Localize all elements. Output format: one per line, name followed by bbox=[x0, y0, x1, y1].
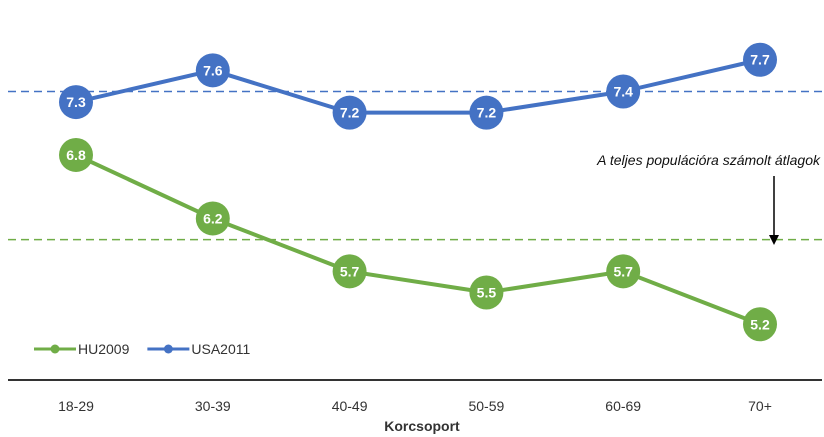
legend-marker-hu2009 bbox=[50, 344, 60, 354]
average-annotation: A teljes populációra számolt átlagok bbox=[596, 152, 821, 168]
x-tick-label: 60-69 bbox=[605, 398, 641, 414]
data-point-hu2009 bbox=[469, 275, 504, 310]
legend-label-usa2011: USA2011 bbox=[191, 341, 250, 357]
data-point-hu2009 bbox=[59, 137, 93, 172]
data-point-usa2011 bbox=[606, 74, 641, 109]
x-tick-label: 40-49 bbox=[332, 398, 368, 414]
x-axis-title: Korcsoport bbox=[384, 418, 460, 434]
series-lines bbox=[75, 57, 761, 327]
data-point-usa2011 bbox=[59, 85, 93, 120]
data-point-hu2009 bbox=[606, 254, 641, 289]
data-label-usa2011: 7.3 bbox=[66, 94, 86, 110]
data-point-hu2009 bbox=[195, 201, 230, 236]
data-point-usa2011 bbox=[469, 95, 504, 130]
data-label-hu2009: 6.2 bbox=[203, 210, 223, 226]
data-label-hu2009: 5.5 bbox=[477, 285, 497, 301]
data-label-hu2009: 6.8 bbox=[66, 147, 86, 163]
data-label-usa2011: 7.4 bbox=[613, 83, 633, 99]
legend: HU2009 USA2011 bbox=[34, 341, 250, 357]
data-point-usa2011 bbox=[195, 53, 230, 88]
x-tick-label: 18-29 bbox=[58, 398, 94, 414]
legend-marker-usa2011 bbox=[163, 344, 173, 354]
data-label-hu2009: 5.7 bbox=[613, 263, 633, 279]
data-label-usa2011: 7.2 bbox=[477, 105, 497, 121]
series-line-usa2011 bbox=[75, 57, 761, 115]
series-line-hu2009 bbox=[75, 153, 761, 327]
data-label-usa2011: 7.2 bbox=[340, 105, 360, 121]
data-point-usa2011 bbox=[743, 42, 777, 77]
data-point-usa2011 bbox=[332, 95, 367, 130]
data-label-usa2011: 7.7 bbox=[750, 52, 770, 68]
data-point-hu2009 bbox=[332, 254, 367, 289]
data-label-hu2009: 5.2 bbox=[750, 316, 770, 332]
x-tick-label: 70+ bbox=[748, 398, 772, 414]
series-points: 6.8 6.2 5.7 5.5 5.7 5.2 7.3 7.6 7.2 7.2 7.4 7.7 bbox=[59, 42, 777, 342]
x-tick-label: 50-59 bbox=[468, 398, 504, 414]
data-point-hu2009 bbox=[743, 307, 777, 342]
x-tick-label: 30-39 bbox=[195, 398, 231, 414]
data-label-hu2009: 5.7 bbox=[340, 263, 360, 279]
x-tick-labels: 18-29 30-39 40-49 50-59 60-69 70+ bbox=[58, 398, 772, 414]
legend-label-hu2009: HU2009 bbox=[78, 341, 130, 357]
data-label-usa2011: 7.6 bbox=[203, 62, 223, 78]
average-lines bbox=[8, 90, 822, 241]
